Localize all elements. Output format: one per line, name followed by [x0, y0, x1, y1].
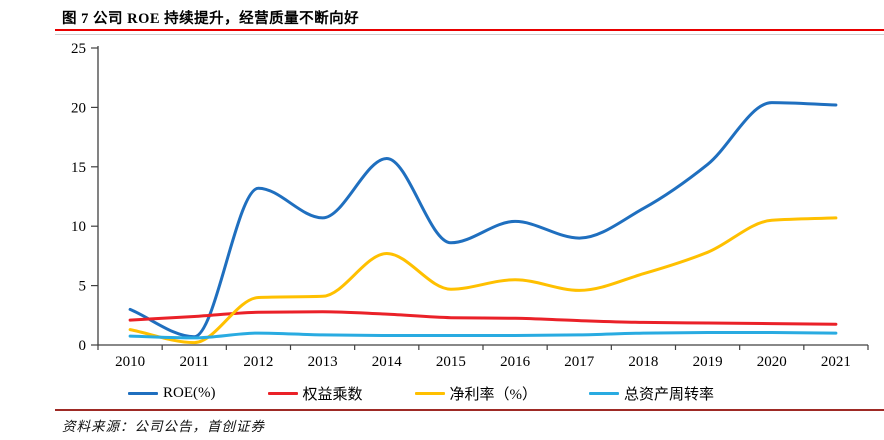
y-tick-label: 20 — [71, 100, 86, 116]
y-tick-label: 25 — [71, 41, 86, 57]
legend-line-swatch — [267, 391, 298, 395]
x-tick-label: 2015 — [436, 354, 466, 370]
legend-label: ROE(%) — [163, 384, 216, 401]
legend-line-swatch — [589, 391, 620, 395]
title-rule-red — [55, 29, 884, 31]
y-tick-label: 10 — [71, 219, 86, 235]
y-tick-label: 5 — [79, 279, 87, 295]
legend-label: 权益乘数 — [302, 386, 363, 403]
x-tick-label: 2020 — [757, 354, 787, 370]
x-tick-label: 2013 — [308, 354, 338, 370]
x-tick-label: 2011 — [180, 354, 209, 370]
series-line-2 — [128, 216, 838, 345]
x-tick-label: 2012 — [243, 354, 273, 370]
figure-title: 图 7 公司 ROE 持续提升，经营质量不断向好 — [62, 11, 360, 27]
legend-label: 净利率（%） — [449, 386, 538, 403]
legend-item-0: ROE(%) — [128, 385, 216, 402]
legend-item-1: 权益乘数 — [267, 383, 363, 404]
x-tick-label: 2019 — [693, 354, 723, 370]
x-tick-label: 2017 — [564, 354, 595, 370]
series-line-1 — [128, 310, 838, 326]
x-tick-label: 2018 — [628, 354, 658, 370]
x-tick-label: 2021 — [821, 354, 851, 370]
series-line-3 — [128, 331, 838, 340]
source-text: 资料来源：公司公告，首创证券 — [62, 419, 265, 434]
chart-legend: ROE(%) 权益乘数 净利率（%） 总资产周转率 — [0, 381, 884, 405]
roe-line-chart: 0 5 10 15 20 25 2010 2011 2012 2013 2014 2015 2016 20… — [0, 38, 884, 376]
x-tick-label: 2016 — [500, 354, 531, 370]
source-rule — [55, 409, 884, 411]
y-tick-label: 15 — [71, 160, 86, 176]
x-tick-label: 2014 — [372, 354, 403, 370]
title-rule-gray — [55, 34, 884, 35]
series-line-0 — [128, 101, 838, 339]
legend-line-swatch — [128, 391, 158, 395]
legend-item-3: 总资产周转率 — [589, 383, 714, 404]
legend-item-2: 净利率（%） — [414, 383, 538, 404]
chart-canvas: 0 5 10 15 20 25 2010 2011 2012 2013 2014 2015 2016 20… — [71, 41, 869, 370]
x-tick-label: 2010 — [115, 354, 145, 370]
y-tick-label: 0 — [79, 338, 87, 354]
legend-label: 总资产周转率 — [624, 386, 715, 403]
legend-line-swatch — [414, 391, 445, 395]
